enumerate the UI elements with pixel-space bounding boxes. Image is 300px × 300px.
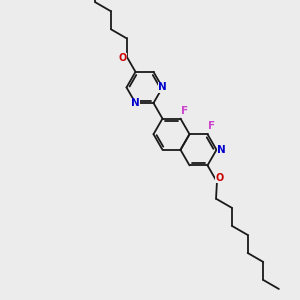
Text: O: O: [215, 173, 223, 183]
Text: F: F: [208, 122, 216, 131]
Text: O: O: [118, 53, 127, 63]
Text: N: N: [158, 82, 167, 92]
Text: N: N: [131, 98, 140, 108]
Text: F: F: [182, 106, 189, 116]
Text: N: N: [217, 145, 226, 155]
